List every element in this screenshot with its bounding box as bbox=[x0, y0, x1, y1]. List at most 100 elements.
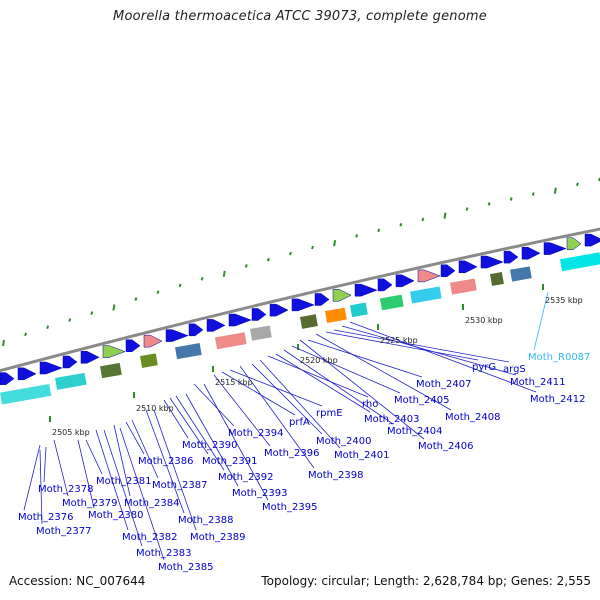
gene-label: Moth_2377 bbox=[36, 526, 91, 537]
kbp-ticks bbox=[49, 284, 544, 422]
leader-line bbox=[203, 383, 269, 501]
gene-arrow bbox=[80, 351, 100, 364]
ring-tick bbox=[112, 304, 116, 311]
leader-line bbox=[39, 449, 43, 525]
leader-line bbox=[349, 321, 537, 393]
gene-block bbox=[349, 302, 368, 318]
leader-line bbox=[299, 339, 425, 440]
gene-arrow bbox=[458, 260, 478, 274]
gene-block bbox=[300, 314, 318, 329]
kbp-label: 2515 kbp bbox=[215, 378, 253, 387]
leader-line bbox=[103, 429, 143, 547]
gene-label: Moth_2406 bbox=[418, 441, 473, 452]
gene-arrow bbox=[354, 283, 378, 297]
gene-block bbox=[100, 362, 122, 379]
gene-label: Moth_2398 bbox=[308, 470, 363, 481]
gene-arrow bbox=[332, 289, 352, 302]
leader-line bbox=[267, 355, 369, 398]
gene-label: Moth_2381 bbox=[96, 476, 151, 487]
backbone-line bbox=[0, 227, 600, 373]
ring-tick bbox=[2, 339, 5, 347]
ring-tick bbox=[355, 234, 359, 238]
gene-arrow bbox=[228, 313, 252, 327]
gene-label: Moth_2407 bbox=[416, 379, 471, 390]
gene-label: Moth_2383 bbox=[136, 548, 191, 559]
ring-tick bbox=[487, 202, 491, 206]
gene-label: Moth_2384 bbox=[124, 498, 179, 509]
leader-line bbox=[291, 345, 401, 394]
leader-line bbox=[131, 419, 159, 479]
gene-label: prfA bbox=[289, 417, 310, 428]
ring-tick bbox=[24, 332, 28, 337]
gene-arrow bbox=[165, 329, 189, 342]
gene-labels: Moth_2376Moth_2377Moth_2378Moth_2379Moth… bbox=[18, 352, 590, 573]
leader-line bbox=[193, 383, 235, 427]
gene-label: Moth_2394 bbox=[228, 428, 283, 439]
leader-line bbox=[125, 421, 145, 455]
gene-label: Moth_R0087 bbox=[528, 352, 590, 363]
gene-block bbox=[450, 278, 477, 295]
gene-arrow bbox=[17, 367, 37, 381]
leader-line bbox=[259, 359, 341, 449]
accession-text: Accession: NC_007644 bbox=[9, 574, 146, 588]
gene-arrow bbox=[440, 264, 456, 278]
gene-block bbox=[0, 383, 52, 405]
gene-arrow bbox=[417, 269, 441, 283]
leader-line bbox=[175, 395, 225, 471]
ring-tick bbox=[244, 264, 248, 268]
ring-tick bbox=[222, 270, 226, 277]
gene-arrow bbox=[269, 303, 289, 317]
gene-block bbox=[510, 266, 532, 282]
gene-arrow bbox=[584, 233, 600, 247]
leader-line bbox=[251, 363, 323, 435]
ring-tick bbox=[178, 283, 182, 288]
ring-tick bbox=[134, 297, 138, 301]
gene-label: Moth_2380 bbox=[88, 510, 143, 521]
gene-label: Moth_2392 bbox=[218, 472, 273, 483]
leader-line bbox=[221, 371, 296, 416]
ring-tick bbox=[46, 325, 50, 330]
gene-arrow bbox=[395, 274, 415, 288]
gene-label: Moth_2395 bbox=[262, 502, 317, 513]
leader-line bbox=[333, 329, 510, 363]
leader-line bbox=[185, 393, 239, 487]
ring-tick bbox=[465, 207, 469, 211]
genome-title: Moorella thermoacetica ATCC 39073, compl… bbox=[113, 9, 487, 24]
leader-line bbox=[283, 349, 394, 425]
gene-block bbox=[54, 372, 87, 390]
leader-line bbox=[113, 424, 131, 497]
gene-arrow bbox=[62, 355, 78, 369]
gene-arrow bbox=[543, 242, 567, 255]
gene-block bbox=[489, 272, 504, 286]
leader-line bbox=[145, 409, 185, 514]
ring-tick bbox=[531, 192, 535, 196]
ring-tick bbox=[421, 217, 425, 222]
gene-label: Moth_2412 bbox=[530, 394, 585, 405]
gene-arrow bbox=[566, 237, 582, 251]
ring-tick bbox=[266, 257, 270, 262]
leader-line bbox=[325, 331, 479, 361]
gene-arrow bbox=[188, 323, 204, 337]
ring-tick bbox=[289, 251, 292, 256]
gene-track bbox=[0, 233, 600, 405]
ring-tick bbox=[200, 277, 204, 281]
gene-block bbox=[410, 286, 442, 304]
gene-label: Moth_2408 bbox=[445, 412, 500, 423]
ring-tick bbox=[90, 311, 94, 315]
ring-tick bbox=[156, 290, 160, 295]
ring-tick bbox=[333, 239, 337, 247]
gene-arrow bbox=[377, 278, 393, 292]
leader-line bbox=[213, 374, 271, 447]
gene-label: Moth_2401 bbox=[334, 450, 389, 461]
gene-label: Moth_2411 bbox=[510, 377, 565, 388]
gene-label: Moth_2400 bbox=[316, 436, 371, 447]
kbp-label: 2510 kbp bbox=[136, 404, 174, 413]
leader-line bbox=[275, 353, 371, 413]
gene-arrow bbox=[503, 250, 519, 264]
gene-label: Moth_2388 bbox=[178, 515, 233, 526]
gene-arrow bbox=[521, 246, 541, 260]
gene-label: pyrG bbox=[472, 362, 496, 373]
kbp-label: 2525 kbp bbox=[380, 336, 418, 345]
gene-arrow bbox=[206, 319, 226, 332]
